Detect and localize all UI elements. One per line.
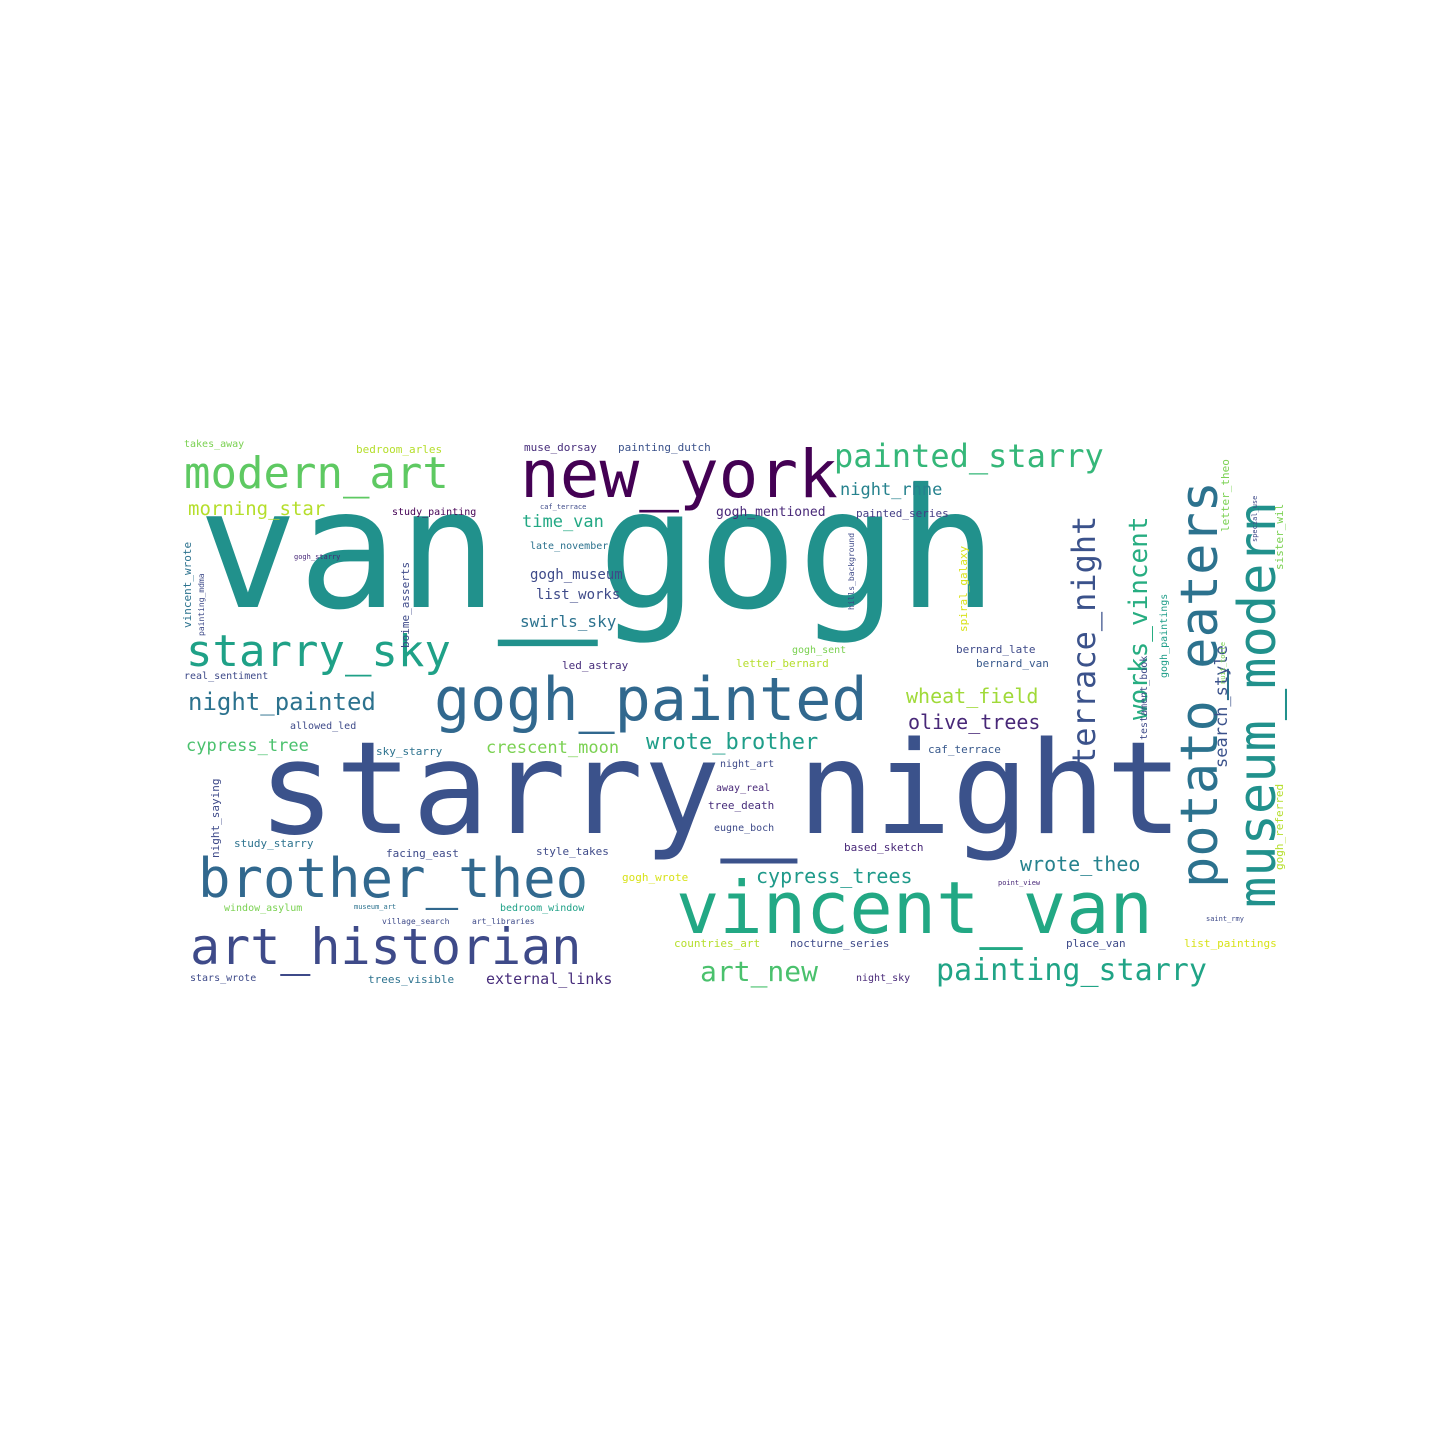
word-village-search: village_search [382, 917, 450, 926]
word-nuit-toile: nuit_toile [1219, 641, 1227, 684]
word-list-paintings: list_paintings [1184, 937, 1277, 950]
word-terrace-night: terrace_night [1065, 515, 1103, 766]
word-bedroom-window: bedroom_window [500, 903, 585, 914]
word-bernard-late: bernard_late [956, 643, 1036, 656]
word-vincent-van: vincent_van [676, 866, 1153, 950]
word-painted-starry: painted_starry [834, 437, 1104, 475]
word-real-sentiment: real_sentiment [184, 671, 269, 682]
word-starry-night: starry_night [258, 715, 1183, 864]
word-cypress-trees: cypress_trees [756, 864, 913, 888]
word-cypress-tree: cypress_tree [186, 736, 309, 756]
word-painting-starry: painting_starry [936, 953, 1207, 988]
word-gogh-painted: gogh_painted [434, 665, 868, 735]
word-study-painting: study_painting [392, 507, 477, 518]
word-van-gogh: van_gogh [198, 454, 998, 647]
word-bernard-van: bernard_van [976, 657, 1049, 670]
word-late-november: late_november [530, 541, 609, 552]
word-night-art: night_art [720, 759, 775, 770]
word-art-new: art_new [700, 955, 819, 988]
word-gogh-mentioned: gogh_mentioned [716, 505, 826, 520]
word-caf-terrace: caf_terrace [928, 743, 1001, 756]
word-night-sky: night_sky [856, 973, 911, 984]
word-facing-east: facing_east [386, 847, 459, 860]
word-new-york: new_york [520, 436, 838, 513]
word-point-view: point_view [998, 879, 1041, 887]
word-spiral-galaxy: spiral_galaxy [957, 545, 970, 632]
word-trees-visible: trees_visible [368, 973, 455, 986]
word-eugne-boch: eugne_boch [714, 823, 775, 834]
word-art-libraries: art_libraries [472, 917, 535, 926]
word-testament-book: testament_book [1139, 655, 1150, 740]
word-caf-terrace-small: caf_terrace [540, 503, 587, 511]
word-list-works: list_works [536, 587, 621, 603]
word-painting-mdma: painting_mdma [197, 573, 206, 636]
word-swirls-sky: swirls_sky [520, 612, 617, 631]
word-external-links: external_links [486, 970, 613, 988]
word-muse-dorsay: muse_dorsay [524, 441, 597, 454]
word-night-rhne: night_rhne [840, 480, 943, 500]
word-brother-theo: brother_theo [198, 847, 589, 910]
word-gogh-museum: gogh_museum [530, 567, 623, 583]
word-hills-background: hills_background [847, 532, 856, 610]
word-time-van: time_van [522, 512, 604, 532]
word-night-painted: night_painted [188, 688, 376, 716]
word-gogh-starry: gogh_starry [294, 553, 341, 561]
word-led-astray: led_astray [562, 659, 629, 672]
word-wheat-field: wheat_field [906, 684, 1039, 708]
word-saint-rmy: saint_rmy [1206, 915, 1244, 923]
word-olive-trees: olive_trees [908, 710, 1041, 734]
word-nocturne-series: nocturne_series [790, 937, 890, 950]
word-takes-away: takes_away [184, 439, 245, 450]
word-night-saying: night_saying [209, 778, 222, 858]
word-gogh-sent: gogh_sent [792, 645, 847, 656]
word-away-real: away_real [716, 783, 771, 794]
word-museum-art: museum_art [354, 903, 397, 911]
word-letter-theo: letter_theo [1219, 459, 1232, 532]
word-starry-sky: starry_sky [186, 626, 451, 677]
word-sister-wil: sister_wil [1273, 503, 1286, 570]
word-special-use: special_use [1251, 495, 1259, 542]
word-gogh-referred: gogh_referred [1273, 783, 1286, 870]
word-tree-death: tree_death [708, 799, 775, 812]
word-style-takes: style_takes [536, 845, 609, 858]
word-art-historian: art_historian [190, 918, 582, 976]
word-gogh-wrote: gogh_wrote [622, 871, 689, 884]
word-boime-asserts: boime_asserts [399, 561, 412, 648]
word-sky-starry: sky_starry [376, 745, 443, 758]
word-painting-dutch: painting_dutch [618, 441, 711, 454]
word-morning-star: morning_star [188, 498, 326, 520]
word-gogh-paintings: gogh_paintings [1159, 593, 1170, 678]
word-stars-wrote: stars_wrote [190, 973, 257, 984]
word-bedroom-arles: bedroom_arles [356, 443, 443, 456]
word-vincent-wrote: vincent_wrote [181, 541, 194, 628]
word-study-starry: study_starry [234, 837, 314, 850]
word-place-van: place_van [1066, 937, 1126, 950]
word-allowed-led: allowed_led [290, 721, 357, 732]
word-based-sketch: based_sketch [844, 841, 924, 854]
word-wrote-theo: wrote_theo [1020, 852, 1141, 876]
word-letter-bernard: letter_bernard [736, 657, 829, 670]
word-window-asylum: window_asylum [224, 903, 303, 914]
word-crescent-moon: crescent_moon [486, 738, 620, 758]
word-modern-art: modern_art [184, 448, 449, 499]
word-painted-series: painted_series [856, 507, 949, 520]
word-wrote-brother: wrote_brother [646, 730, 819, 755]
word-countries-art: countries_art [674, 937, 761, 950]
word-cloud: van_gogh starry_night vincent_van gogh_p… [180, 432, 1290, 992]
